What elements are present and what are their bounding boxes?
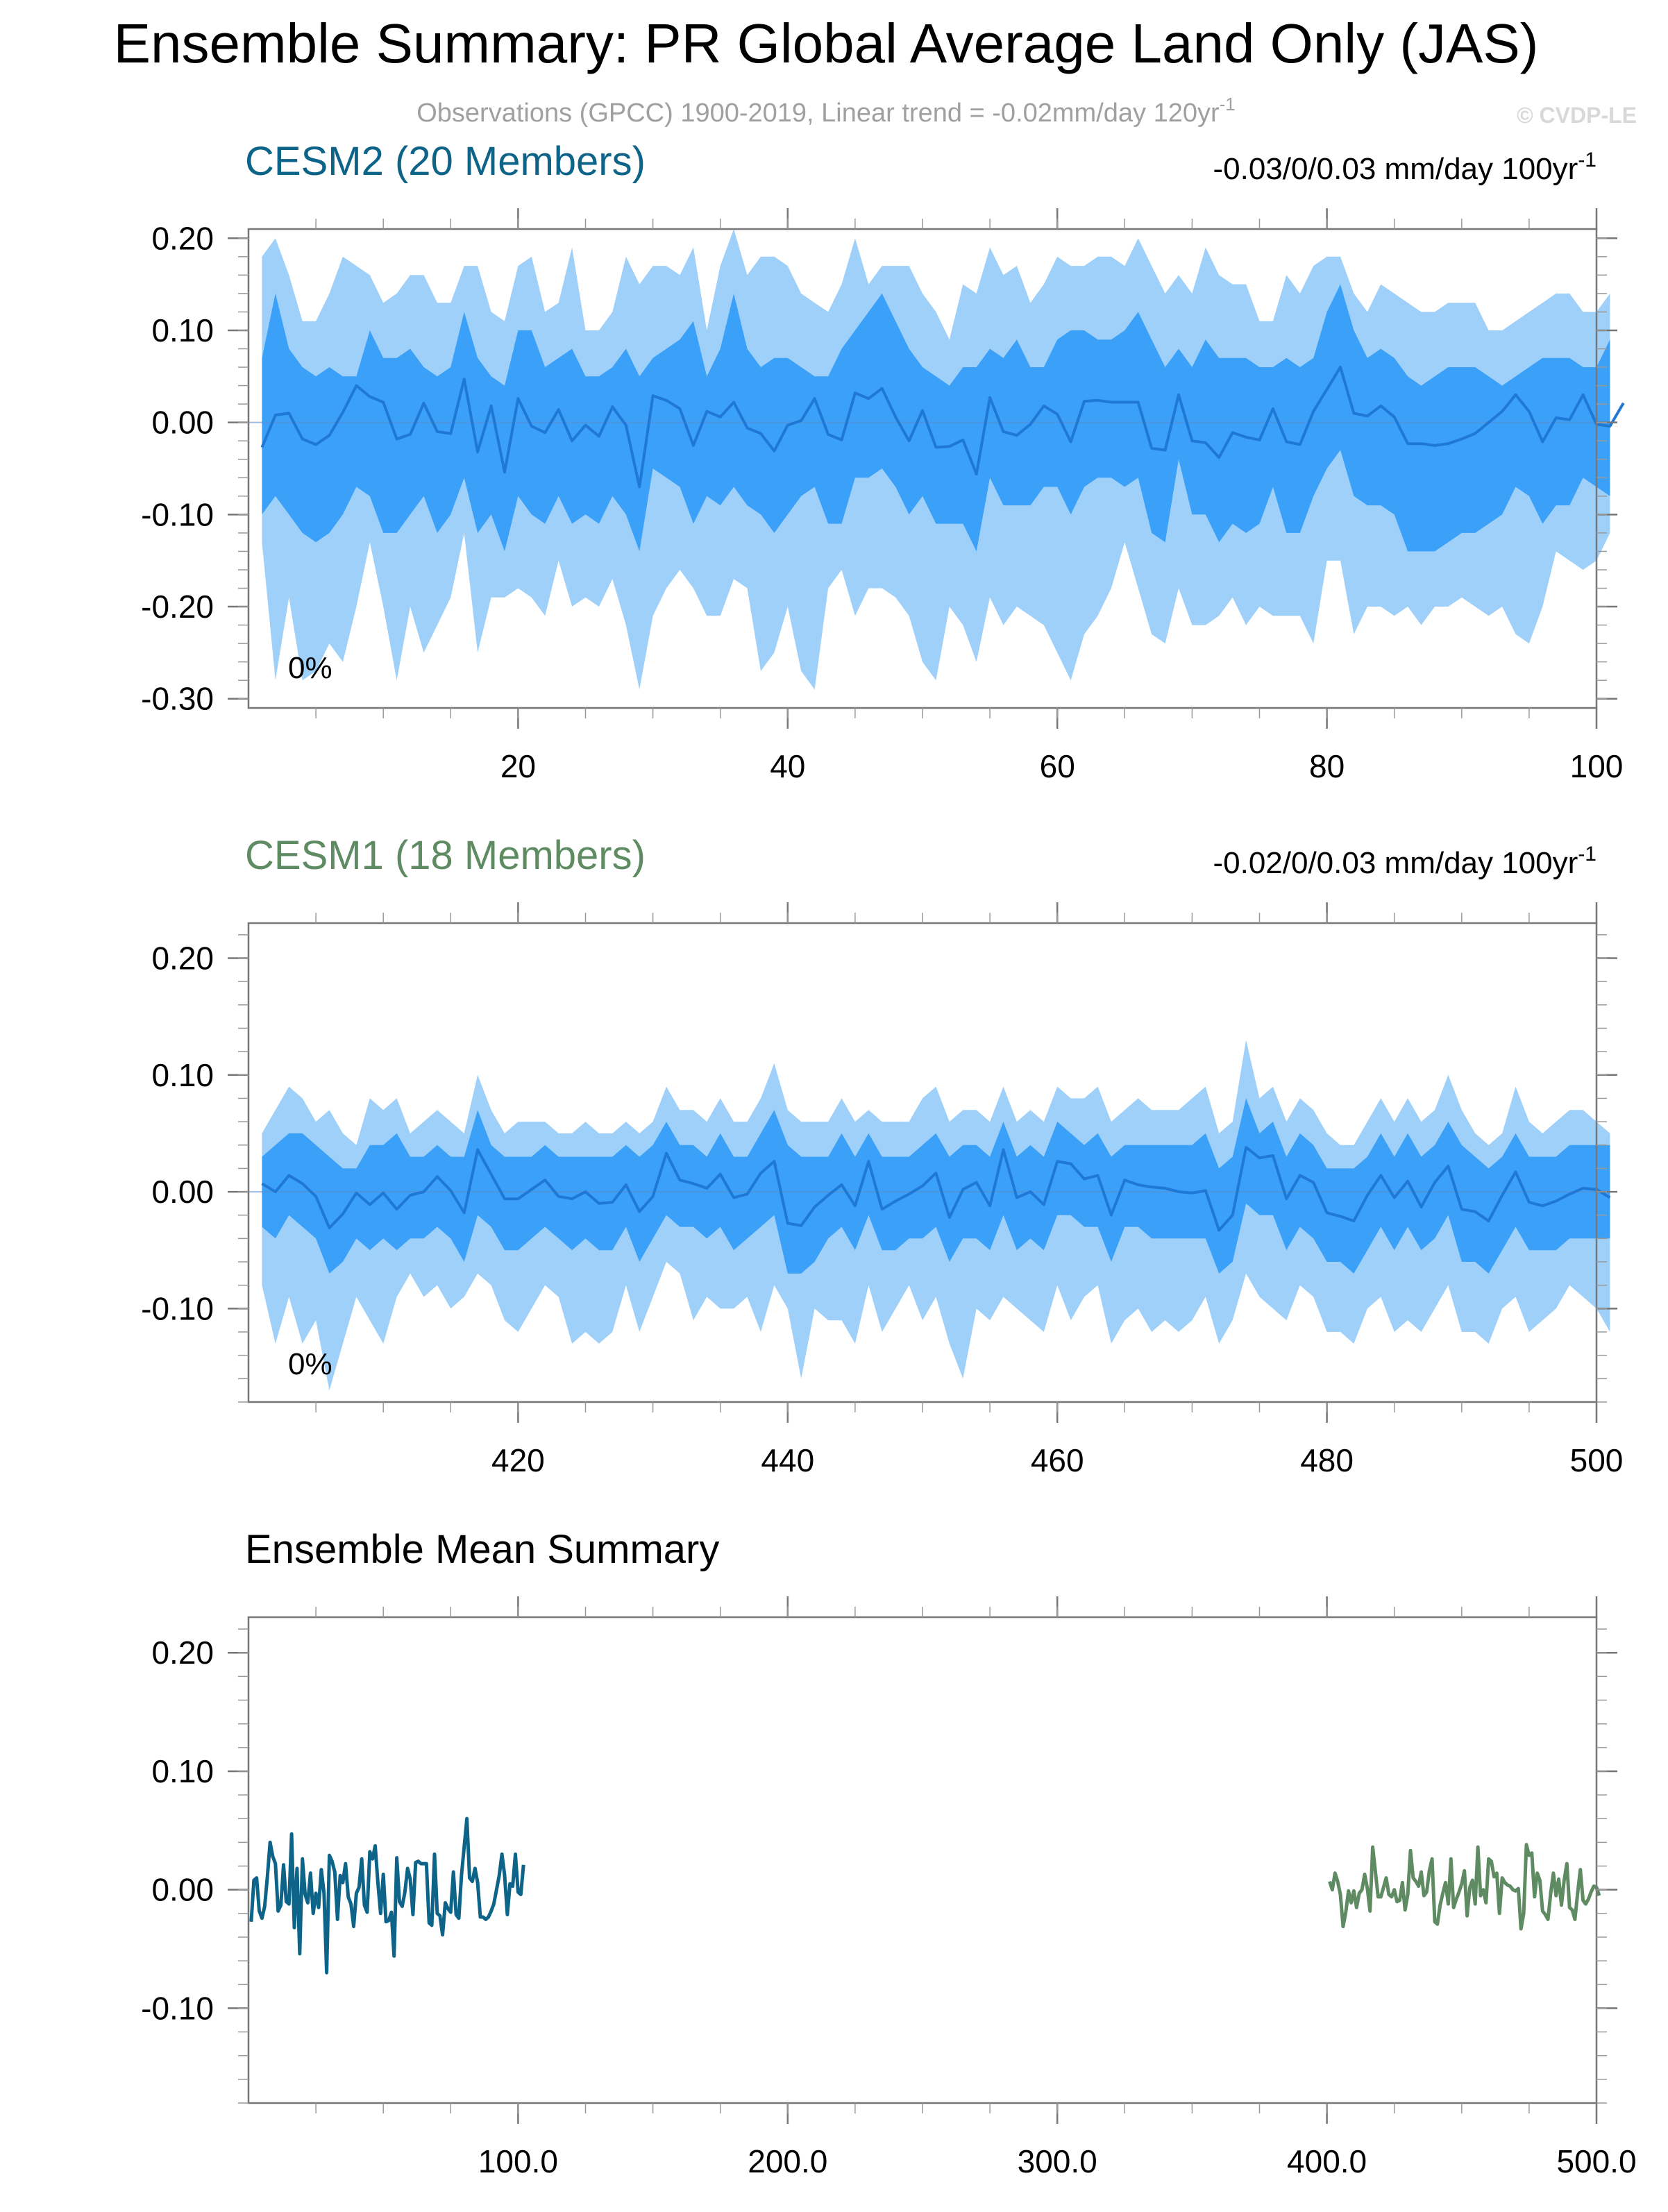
- panel-3-plot: 0.20 0.10 0.00 -0.10 100.0 200.0 300.0 400.0 500…: [141, 1596, 1637, 2179]
- ensemble-mean-line: [260, 366, 1625, 489]
- x-tick-label: 440: [761, 1442, 814, 1478]
- y-tick-label: -0.10: [141, 1990, 214, 2026]
- x-tick-label: 200.0: [748, 2143, 827, 2179]
- y-tick-label: -0.10: [141, 496, 214, 532]
- panel-2-title: CESM1 (18 Members): [245, 833, 646, 878]
- panel-2-plot: 0% 0.20 0.10 0.00 -0.10 420 440 460 480 500: [141, 902, 1623, 1478]
- y-tick-label: 0.20: [151, 940, 214, 976]
- plot-background: [248, 1617, 1597, 2103]
- ensemble-mean-series-cesm1: [1328, 1843, 1601, 1931]
- x-tick-label: 460: [1031, 1442, 1084, 1478]
- figure-subtitle: Observations (GPCC) 1900-2019, Linear tr…: [416, 94, 1236, 128]
- y-tick-label: 0.00: [151, 405, 214, 441]
- subtitle-text: Observations (GPCC) 1900-2019, Linear tr…: [416, 99, 1220, 128]
- ensemble-mean-series-cesm2: [249, 1816, 525, 1975]
- panel-1-trend-text: -0.03/0/0.03 mm/day 100yr: [1213, 152, 1578, 186]
- x-tick-label: 40: [770, 748, 805, 784]
- x-tick-label: 480: [1300, 1442, 1354, 1478]
- x-tick-label: 100.0: [478, 2143, 558, 2179]
- y-tick-label: 0.10: [151, 1057, 214, 1093]
- y-tick-label: 0.10: [151, 1753, 214, 1789]
- y-tick-label: 0.10: [151, 312, 214, 348]
- panel-2-trend-text: -0.02/0/0.03 mm/day 100yr: [1213, 846, 1578, 880]
- x-tick-label: 300.0: [1018, 2143, 1097, 2179]
- y-tick-label: -0.20: [141, 589, 214, 625]
- ensemble-mean-line: [261, 1146, 1611, 1232]
- panel-1-trend-label: -0.03/0/0.03 mm/day 100yr-1: [1213, 149, 1597, 186]
- y-tick-label: -0.10: [141, 1290, 214, 1326]
- x-tick-label: 400.0: [1287, 2143, 1367, 2179]
- panel-1-trend-sup: -1: [1578, 149, 1597, 171]
- watermark: © CVDP-LE: [1517, 103, 1637, 128]
- inner-range-band: [262, 284, 1610, 552]
- x-tick-label: 500.0: [1556, 2143, 1636, 2179]
- x-tick-label: 80: [1309, 748, 1345, 784]
- panel-2-trend-sup: -1: [1578, 843, 1597, 866]
- x-tick-label: 60: [1040, 748, 1075, 784]
- y-tick-label: 0.00: [151, 1174, 214, 1210]
- panel-1-title: CESM2 (20 Members): [245, 139, 646, 184]
- x-tick-label: 100: [1570, 748, 1624, 784]
- figure-title: Ensemble Summary: PR Global Average Land…: [114, 12, 1539, 74]
- percent-label: 0%: [288, 1347, 332, 1381]
- x-tick-label: 500: [1570, 1442, 1624, 1478]
- inner-range-band: [262, 1098, 1610, 1274]
- x-tick-label: 20: [500, 748, 536, 784]
- panel-1-plot: 0% 0.20 0.10 0.00 -0.10 -0.20 -0.30 20 40 60 80 100: [141, 208, 1625, 784]
- y-tick-label: 0.20: [151, 1635, 214, 1671]
- percent-label: 0%: [288, 651, 332, 685]
- panel-2-trend-label: -0.02/0/0.03 mm/day 100yr-1: [1213, 843, 1597, 880]
- y-tick-label: 0.00: [151, 1872, 214, 1908]
- subtitle-sup: -1: [1220, 94, 1236, 115]
- panel-3-title: Ensemble Mean Summary: [245, 1527, 719, 1572]
- y-tick-label: -0.30: [141, 681, 214, 717]
- x-tick-label: 420: [491, 1442, 545, 1478]
- y-tick-label: 0.20: [151, 220, 214, 256]
